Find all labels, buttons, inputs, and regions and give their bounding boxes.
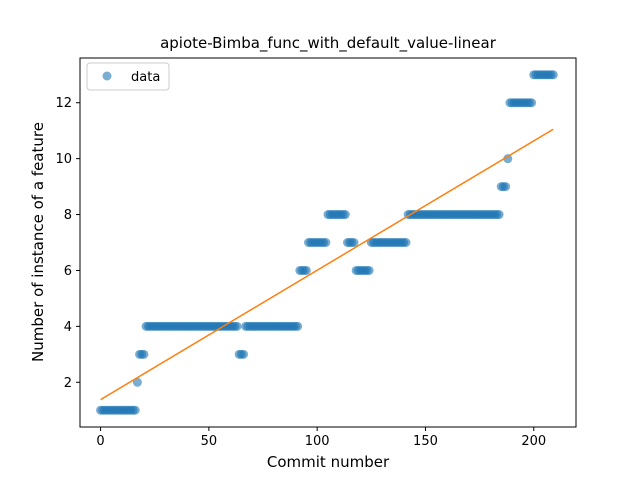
legend-label-data: data: [131, 70, 160, 85]
axes-frame: [79, 57, 577, 428]
data-point: [494, 210, 504, 220]
data-point: [130, 405, 140, 415]
legend-marker: [102, 71, 112, 81]
data-point: [349, 238, 359, 247]
data-point: [340, 210, 350, 220]
fit-line: [100, 128, 554, 401]
data-point: [321, 238, 331, 247]
data-point: [503, 154, 513, 164]
y-tick-label: 6: [64, 264, 72, 279]
data-point: [293, 321, 303, 331]
y-tick-label: 2: [64, 376, 72, 391]
y-tick-label: 4: [64, 320, 72, 335]
y-tick-label: 10: [55, 152, 72, 167]
y-tick-label: 8: [64, 208, 72, 223]
data-point: [132, 377, 142, 387]
x-tick-label: 200: [521, 434, 546, 449]
legend: data: [86, 62, 170, 91]
x-tick-label: 0: [96, 434, 104, 449]
data-point: [232, 321, 242, 331]
x-tick-label: 100: [305, 434, 330, 449]
data-point: [139, 349, 149, 359]
data-point: [527, 98, 537, 108]
y-tick-label: 12: [55, 96, 72, 111]
legend-box: [86, 62, 170, 91]
chart-title: apiote-Bimba_func_with_default_value-lin…: [160, 34, 497, 53]
data-point: [364, 265, 374, 275]
y-axis-label: Number of instance of a feature: [29, 122, 47, 362]
data-point: [401, 238, 411, 247]
x-tick-label: 150: [413, 434, 438, 449]
data-point: [301, 265, 311, 275]
data-point: [548, 70, 558, 80]
x-tick-label: 50: [201, 434, 218, 449]
x-axis-label: Commit number: [267, 453, 390, 471]
data-point: [501, 182, 511, 192]
plot-area: 0 50 100 150 200 2 4 6 8 10 12: [55, 57, 577, 449]
data-point: [239, 349, 249, 359]
